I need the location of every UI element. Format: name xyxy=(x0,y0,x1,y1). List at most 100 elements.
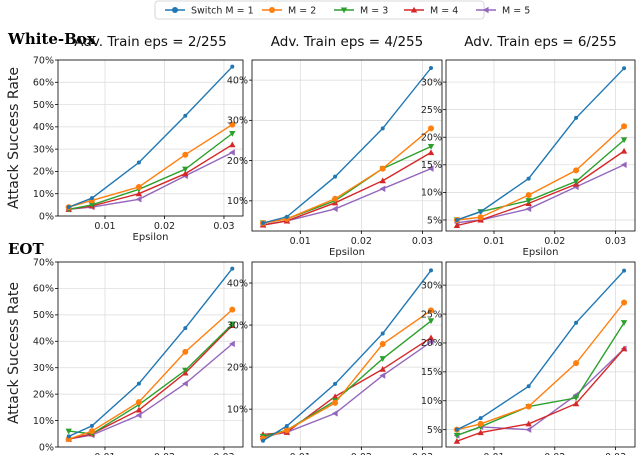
y-tick-label: 20% xyxy=(33,167,54,178)
x-tick-label: 0.03 xyxy=(412,236,433,247)
y-tick-label: 10% xyxy=(421,188,442,199)
data-point-m2 xyxy=(332,400,338,406)
switch-data-point-m1 xyxy=(285,215,289,219)
data-point-m2 xyxy=(478,421,484,427)
data-point-m2 xyxy=(182,349,188,355)
data-point-m2 xyxy=(136,184,142,190)
series-m2 xyxy=(454,123,627,223)
data-point-m4 xyxy=(229,141,235,147)
switch-data-point-m1 xyxy=(622,66,626,70)
switch-data-point-m1 xyxy=(622,269,626,273)
y-tick-label: 40% xyxy=(33,337,54,348)
series-line-m2 xyxy=(69,125,233,208)
y-tick-label: 60% xyxy=(33,284,54,295)
series-m4 xyxy=(66,322,236,441)
switch-data-point-m1 xyxy=(285,424,289,428)
y-tick-label: 15% xyxy=(421,367,442,378)
data-point-m2 xyxy=(573,167,579,173)
y-tick-label: 0% xyxy=(39,442,54,453)
data-point-m2 xyxy=(428,125,434,131)
y-tick-label: 15% xyxy=(421,160,442,171)
chart-panel-4: 0%10%20%30%40%50%60%70%0.010.020.03Epsil… xyxy=(33,257,243,455)
series-line-m1 xyxy=(263,68,431,223)
y-tick-label: 25% xyxy=(421,309,442,320)
y-tick-label: 5% xyxy=(427,215,442,226)
switch-data-point-m1 xyxy=(261,221,265,225)
data-point-m4 xyxy=(621,148,627,154)
y-tick-label: 70% xyxy=(33,55,54,66)
x-tick-label: 0.01 xyxy=(290,236,311,247)
data-point-m2 xyxy=(526,404,532,410)
data-point-m2 xyxy=(182,152,188,158)
switch-data-point-m1 xyxy=(67,434,71,438)
switch-data-point-m1 xyxy=(381,331,385,335)
legend-label-5: M = 5 xyxy=(502,6,530,17)
series-line-m3 xyxy=(69,324,233,434)
y-axis-title-bottom: Attack Success Rate xyxy=(6,282,22,424)
x-tick-label: 0.01 xyxy=(483,236,504,247)
switch-data-point-m1 xyxy=(429,66,433,70)
legend: Switch M = 1 M = 2 M = 3 M = 4 M = 5 xyxy=(155,1,530,19)
series-line-m3 xyxy=(263,321,431,437)
y-tick-label: 70% xyxy=(33,257,54,268)
y-tick-label: 50% xyxy=(33,100,54,111)
switch-data-point-m1 xyxy=(137,161,141,165)
switch-data-point-m1 xyxy=(230,65,234,69)
data-point-m2 xyxy=(332,196,338,202)
series-line-m2 xyxy=(457,126,624,220)
series-line-m3 xyxy=(263,147,431,224)
data-point-m2 xyxy=(380,341,386,347)
x-tick-label: 0.03 xyxy=(213,221,234,232)
data-point-m5 xyxy=(136,196,142,202)
y-tick-label: 10% xyxy=(33,416,54,427)
legend-label-3: M = 3 xyxy=(360,6,388,17)
chart-panel-1: Adv. Train eps = 2/2550%10%20%30%40%50%6… xyxy=(33,34,243,243)
series-line-m4 xyxy=(69,325,233,439)
y-tick-label: 10% xyxy=(227,196,248,207)
x-tick-label: 0.02 xyxy=(544,236,565,247)
legend-label-1: Switch M = 1 xyxy=(191,6,254,17)
switch-data-point-m1 xyxy=(479,210,483,214)
y-tick-label: 0% xyxy=(39,211,54,222)
series-line-m1 xyxy=(263,270,431,440)
switch-data-point-m1 xyxy=(137,382,141,386)
y-tick-label: 20% xyxy=(227,156,248,167)
series-line-m3 xyxy=(457,140,624,220)
y-tick-label: 20% xyxy=(33,389,54,400)
series-m2 xyxy=(260,125,434,226)
x-tick-label: 0.03 xyxy=(605,236,626,247)
y-tick-label: 30% xyxy=(33,144,54,155)
series-m3 xyxy=(260,144,434,226)
data-point-m5 xyxy=(525,426,531,432)
data-point-m5 xyxy=(332,410,338,416)
y-tick-label: 40% xyxy=(33,122,54,133)
series-line-m5 xyxy=(457,165,624,223)
y-tick-label: 50% xyxy=(33,310,54,321)
data-point-m2 xyxy=(478,214,484,220)
series-m2 xyxy=(66,307,236,443)
panel-title: Adv. Train eps = 2/255 xyxy=(74,34,226,50)
x-tick-label: 0.01 xyxy=(94,221,115,232)
series-m1 xyxy=(261,268,433,442)
switch-data-point-m1 xyxy=(183,326,187,330)
legend-label-4: M = 4 xyxy=(430,6,458,17)
y-tick-label: 20% xyxy=(421,338,442,349)
chart-panel-2: Adv. Train eps = 4/25510%20%30%40%0.01 0.… xyxy=(227,34,442,258)
y-tick-label: 10% xyxy=(421,396,442,407)
x-axis-title: Epsilon xyxy=(523,247,559,258)
row-label-eot: EOT xyxy=(8,240,44,258)
legend-marker-2 xyxy=(269,7,275,13)
switch-data-point-m1 xyxy=(479,416,483,420)
data-point-m2 xyxy=(621,299,627,305)
series-m3 xyxy=(66,322,236,437)
y-tick-label: 30% xyxy=(227,116,248,127)
plot-frame xyxy=(252,60,442,231)
x-tick-label: 0.02 xyxy=(351,236,372,247)
legend-label-2: M = 2 xyxy=(288,6,316,17)
y-tick-label: 20% xyxy=(421,133,442,144)
data-point-m5 xyxy=(525,206,531,212)
series-line-m1 xyxy=(457,271,624,430)
series-m1 xyxy=(455,269,626,432)
y-tick-label: 30% xyxy=(421,77,442,88)
